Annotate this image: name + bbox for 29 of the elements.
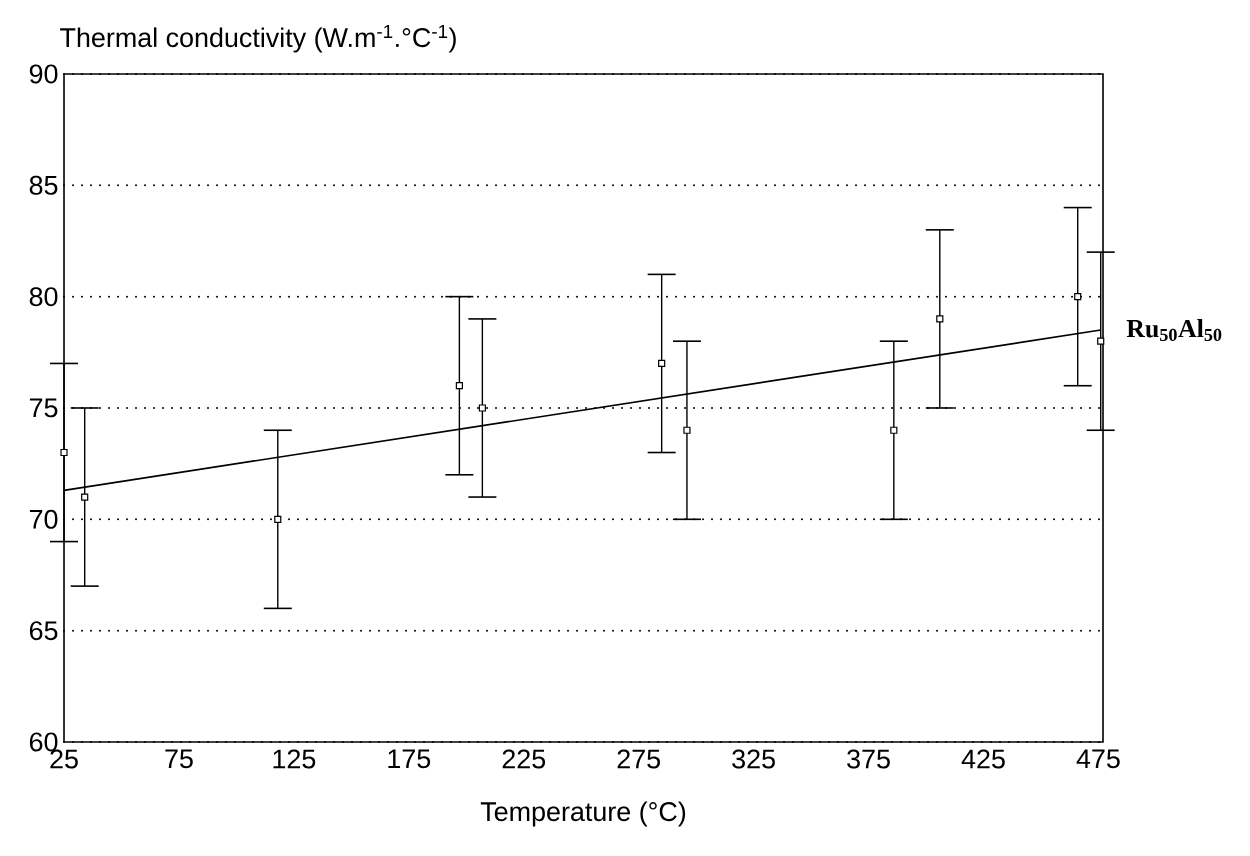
y-tick-label: 85: [29, 175, 58, 195]
point: [1074, 293, 1082, 301]
annotation: Ru$_{50}$Al$_{50}$: [1126, 319, 1222, 341]
point: [274, 515, 282, 523]
x-tick-label: 175: [388, 749, 431, 769]
x-tick-label: 225: [502, 749, 546, 769]
x-tick-label: 375: [847, 749, 890, 769]
y-axis-title: Thermal conductivity (W.m$^{-1}$.°C$^{-1}$): [60, 24, 456, 53]
y-tick-label: 65: [29, 621, 58, 641]
y-tick-label: 80: [29, 287, 58, 307]
point: [890, 426, 898, 434]
x-tick-label: 275: [617, 749, 660, 769]
point: [478, 404, 486, 412]
point: [60, 448, 68, 457]
point: [455, 382, 463, 390]
x-tick-label: 325: [732, 749, 775, 769]
x-tick-label: 75: [165, 749, 193, 769]
x-axis-title: Temperature (°C): [480, 801, 686, 827]
point: [683, 426, 691, 434]
y-tick-label: 75: [29, 398, 58, 418]
x-tick-label: 475: [1076, 749, 1120, 769]
y-tick-label: 90: [29, 64, 58, 84]
point: [658, 359, 666, 368]
y-tick-label: 70: [29, 509, 58, 529]
point: [936, 315, 944, 323]
point: [1097, 337, 1105, 345]
point: [81, 493, 89, 501]
x-tick-label: 425: [961, 749, 1005, 769]
x-tick-label: 125: [273, 749, 316, 769]
